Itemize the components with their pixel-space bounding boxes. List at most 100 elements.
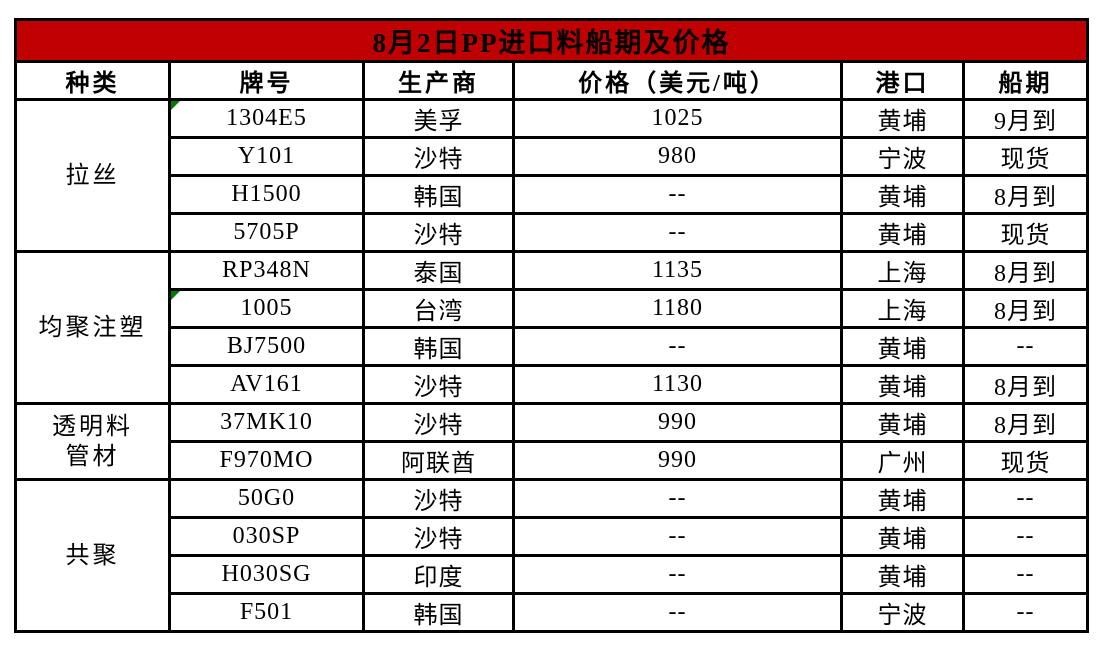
column-header-grade: 牌号 [168, 60, 365, 101]
shipment-cell: -- [962, 326, 1089, 367]
price-cell: 1180 [512, 288, 843, 329]
producer-cell: 沙特 [362, 212, 515, 253]
number-stored-as-text-marker-icon [172, 292, 180, 300]
shipment-cell: 现货 [962, 440, 1089, 481]
shipment-cell: -- [962, 478, 1089, 519]
port-cell: 黄埔 [840, 174, 965, 215]
producer-cell: 沙特 [362, 136, 515, 177]
price-cell: -- [512, 592, 843, 633]
producer-cell: 韩国 [362, 592, 515, 633]
price-cell: 990 [512, 402, 843, 443]
producer-cell: 台湾 [362, 288, 515, 329]
port-cell: 黄埔 [840, 98, 965, 139]
table-row: 共聚 50G0 沙特 -- 黄埔 -- [14, 478, 1089, 633]
port-cell: 黄埔 [840, 516, 965, 557]
table-row: Y101 沙特 980 宁波 现货 [16, 136, 1089, 177]
table-row: 5705P 沙特 -- 黄埔 现货 [16, 212, 1089, 253]
column-header-shipment: 船期 [962, 60, 1089, 101]
port-cell: 黄埔 [840, 364, 965, 405]
table-row: F501 韩国 -- 宁波 -- [16, 592, 1089, 633]
grade-cell: Y101 [168, 136, 365, 177]
producer-cell: 沙特 [362, 516, 515, 557]
shipment-cell: -- [962, 592, 1089, 633]
producer-cell: 阿联酋 [362, 440, 515, 481]
table-row: 透明料 管材 37MK10 沙特 990 黄埔 8月到 [14, 402, 1089, 481]
producer-cell: 韩国 [362, 326, 515, 367]
producer-cell: 美孚 [362, 98, 515, 139]
shipment-cell: 8月到 [962, 402, 1089, 443]
price-cell: 1130 [512, 364, 843, 405]
table-row: H1500 韩国 -- 黄埔 8月到 [16, 174, 1089, 215]
grade-cell: 50G0 [168, 478, 365, 519]
port-cell: 上海 [840, 250, 965, 291]
price-cell: -- [512, 174, 843, 215]
grade-cell: F501 [168, 592, 365, 633]
shipment-cell: 9月到 [962, 98, 1089, 139]
header-row: 种类 牌号 生产商 价格（美元/吨） 港口 船期 [14, 60, 1089, 101]
producer-cell: 泰国 [362, 250, 515, 291]
column-header-producer: 生产商 [362, 60, 515, 101]
grade-cell: 1005 [168, 288, 365, 329]
grade-cell: 1304E5 [168, 98, 365, 139]
port-cell: 宁波 [840, 592, 965, 633]
grade-cell: 030SP [168, 516, 365, 557]
price-cell: -- [512, 212, 843, 253]
table-row: 拉丝 1304E5 美孚 1025 黄埔 9月到 [14, 98, 1089, 253]
number-stored-as-text-marker-icon [172, 102, 180, 110]
table-row: 1005 台湾 1180 上海 8月到 [16, 288, 1089, 329]
shipment-cell: 8月到 [962, 364, 1089, 405]
shipment-cell: 现货 [962, 212, 1089, 253]
table-row: H030SG 印度 -- 黄埔 -- [16, 554, 1089, 595]
category-cell: 均聚注塑 [14, 250, 171, 405]
price-cell: -- [512, 554, 843, 595]
shipment-cell: 现货 [962, 136, 1089, 177]
port-cell: 黄埔 [840, 554, 965, 595]
price-cell: 980 [512, 136, 843, 177]
grade-cell: BJ7500 [168, 326, 365, 367]
table-row: 030SP 沙特 -- 黄埔 -- [16, 516, 1089, 557]
producer-cell: 沙特 [362, 364, 515, 405]
grade-cell: F970MO [168, 440, 365, 481]
table-row: F970MO 阿联酋 990 广州 现货 [16, 440, 1089, 481]
port-cell: 黄埔 [840, 402, 965, 443]
port-cell: 黄埔 [840, 326, 965, 367]
category-cell: 共聚 [14, 478, 171, 633]
grade-cell: AV161 [168, 364, 365, 405]
producer-cell: 沙特 [362, 478, 515, 519]
port-cell: 广州 [840, 440, 965, 481]
price-cell: -- [512, 326, 843, 367]
port-cell: 宁波 [840, 136, 965, 177]
producer-cell: 韩国 [362, 174, 515, 215]
title-row: 8月2日PP进口料船期及价格 [14, 18, 1089, 63]
column-header-price: 价格（美元/吨） [512, 60, 843, 101]
price-cell: -- [512, 478, 843, 519]
grade-cell: 37MK10 [168, 402, 365, 443]
grade-cell: H030SG [168, 554, 365, 595]
price-cell: 1025 [512, 98, 843, 139]
price-cell: 990 [512, 440, 843, 481]
producer-cell: 沙特 [362, 402, 515, 443]
pp-import-price-table: 8月2日PP进口料船期及价格 种类 牌号 生产商 价格（美元/吨） 港口 船期 … [14, 18, 1089, 633]
port-cell: 上海 [840, 288, 965, 329]
table-body: 拉丝 1304E5 美孚 1025 黄埔 9月到 Y101 沙特 980 宁波 现货 H1500 韩国 -… [14, 98, 1089, 633]
shipment-cell: 8月到 [962, 174, 1089, 215]
price-sheet: 8月2日PP进口料船期及价格 种类 牌号 生产商 价格（美元/吨） 港口 船期 … [14, 18, 1089, 633]
column-header-category: 种类 [14, 60, 171, 101]
grade-cell: RP348N [168, 250, 365, 291]
column-header-port: 港口 [840, 60, 965, 101]
shipment-cell: 8月到 [962, 288, 1089, 329]
price-cell: 1135 [512, 250, 843, 291]
shipment-cell: -- [962, 516, 1089, 557]
category-cell: 拉丝 [14, 98, 171, 253]
table-title: 8月2日PP进口料船期及价格 [14, 18, 1089, 63]
price-cell: -- [512, 516, 843, 557]
grade-cell: 5705P [168, 212, 365, 253]
producer-cell: 印度 [362, 554, 515, 595]
port-cell: 黄埔 [840, 212, 965, 253]
table-row: AV161 沙特 1130 黄埔 8月到 [16, 364, 1089, 405]
category-cell: 透明料 管材 [14, 402, 171, 481]
table-row: BJ7500 韩国 -- 黄埔 -- [16, 326, 1089, 367]
port-cell: 黄埔 [840, 478, 965, 519]
grade-cell: H1500 [168, 174, 365, 215]
shipment-cell: 8月到 [962, 250, 1089, 291]
